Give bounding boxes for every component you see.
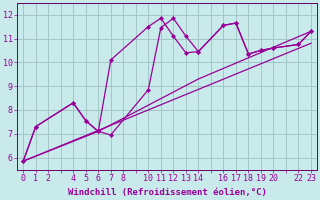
X-axis label: Windchill (Refroidissement éolien,°C): Windchill (Refroidissement éolien,°C) (68, 188, 267, 197)
